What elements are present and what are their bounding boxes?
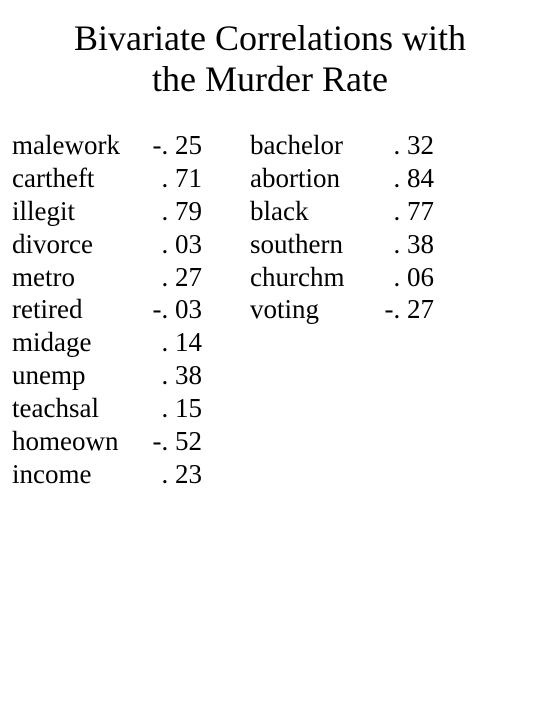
correlation-value: -. 27 (372, 293, 434, 326)
correlation-value: . 27 (140, 261, 202, 294)
table-row: income. 23 (12, 458, 202, 491)
table-row: retired-. 03 (12, 293, 202, 326)
correlations-table: malework-. 25cartheft. 71illegit. 79divo… (0, 129, 540, 491)
table-row: abortion. 84 (250, 162, 434, 195)
variable-label: black (250, 195, 372, 228)
table-row: illegit. 79 (12, 195, 202, 228)
correlation-value: . 32 (372, 129, 434, 162)
correlation-value: . 77 (372, 195, 434, 228)
table-row: bachelor. 32 (250, 129, 434, 162)
variable-label: malework (12, 129, 140, 162)
right-column: bachelor. 32abortion. 84black. 77souther… (250, 129, 434, 491)
correlation-value: . 06 (372, 261, 434, 294)
correlation-value: . 03 (140, 228, 202, 261)
variable-label: unemp (12, 359, 140, 392)
variable-label: voting (250, 293, 372, 326)
variable-label: midage (12, 326, 140, 359)
correlation-value: -. 25 (140, 129, 202, 162)
table-row: cartheft. 71 (12, 162, 202, 195)
variable-label: metro (12, 261, 140, 294)
title-line-1: Bivariate Correlations with (74, 18, 466, 58)
variable-label: teachsal (12, 392, 140, 425)
page-title: Bivariate Correlations with the Murder R… (0, 18, 540, 101)
variable-label: churchm (250, 261, 372, 294)
table-row: divorce. 03 (12, 228, 202, 261)
table-row: black. 77 (250, 195, 434, 228)
variable-label: homeown (12, 425, 140, 458)
correlation-value: -. 52 (140, 425, 202, 458)
correlation-value: . 15 (140, 392, 202, 425)
table-row: churchm. 06 (250, 261, 434, 294)
table-row: metro. 27 (12, 261, 202, 294)
correlation-value: . 23 (140, 458, 202, 491)
table-row: homeown-. 52 (12, 425, 202, 458)
variable-label: abortion (250, 162, 372, 195)
correlation-value: . 79 (140, 195, 202, 228)
variable-label: retired (12, 293, 140, 326)
correlation-value: . 71 (140, 162, 202, 195)
table-row: southern. 38 (250, 228, 434, 261)
variable-label: illegit (12, 195, 140, 228)
correlation-value: . 84 (372, 162, 434, 195)
table-row: malework-. 25 (12, 129, 202, 162)
variable-label: southern (250, 228, 372, 261)
correlation-value: . 38 (372, 228, 434, 261)
variable-label: divorce (12, 228, 140, 261)
title-line-2: the Murder Rate (152, 59, 388, 99)
table-row: unemp. 38 (12, 359, 202, 392)
table-row: teachsal. 15 (12, 392, 202, 425)
variable-label: income (12, 458, 140, 491)
correlation-value: . 14 (140, 326, 202, 359)
table-row: midage. 14 (12, 326, 202, 359)
correlation-value: -. 03 (140, 293, 202, 326)
correlation-value: . 38 (140, 359, 202, 392)
variable-label: bachelor (250, 129, 372, 162)
variable-label: cartheft (12, 162, 140, 195)
table-row: voting-. 27 (250, 293, 434, 326)
left-column: malework-. 25cartheft. 71illegit. 79divo… (12, 129, 202, 491)
